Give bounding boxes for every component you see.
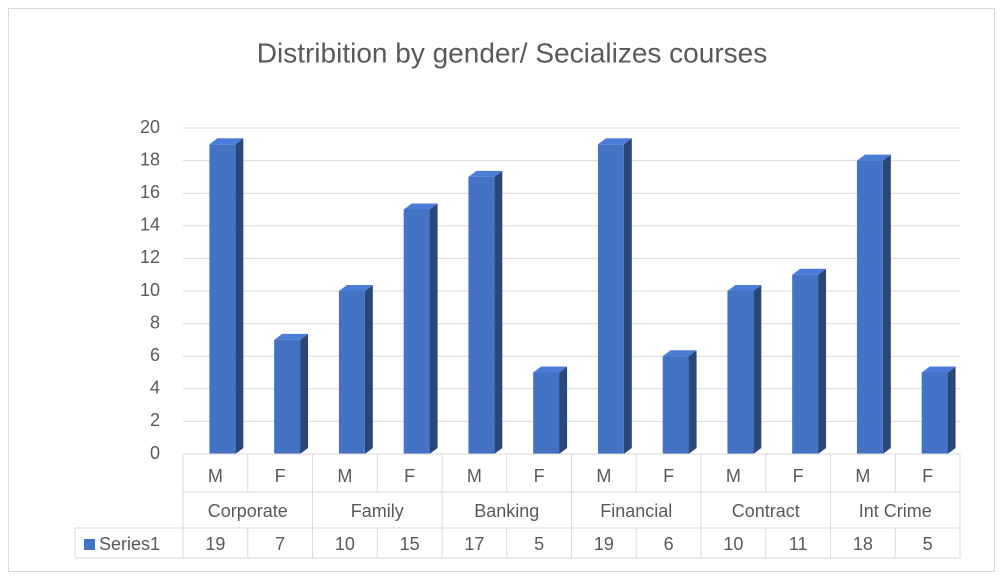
group-label: Family [351, 501, 404, 521]
bar [274, 339, 301, 454]
bar [662, 356, 689, 454]
table-value: 10 [723, 534, 743, 554]
x-tick-label: F [793, 466, 804, 486]
table-value: 6 [664, 534, 674, 554]
bar-side [688, 350, 697, 454]
bar [727, 291, 754, 454]
bar-top [338, 285, 373, 291]
group-label: Int Crime [859, 501, 932, 521]
bar [468, 176, 495, 454]
bar-top [209, 138, 244, 145]
x-tick-label: F [404, 466, 415, 486]
table-value: 18 [853, 534, 873, 554]
y-tick-label: 14 [140, 215, 160, 235]
y-tick-label: 8 [150, 312, 160, 332]
bar-top [662, 350, 697, 357]
bar-side [494, 170, 503, 454]
bar-top [597, 138, 632, 145]
x-tick-label: F [922, 466, 933, 486]
table-value: 19 [594, 534, 614, 554]
y-tick-label: 4 [150, 378, 160, 398]
legend-swatch [84, 539, 95, 550]
table-value: 11 [789, 534, 808, 554]
bar [597, 144, 624, 455]
bar [533, 372, 560, 454]
y-tick-label: 20 [140, 117, 160, 137]
x-tick-label: F [275, 466, 286, 486]
bar-side [429, 203, 438, 454]
group-label: Banking [474, 501, 539, 521]
bar-side [300, 333, 309, 454]
group-label: Contract [732, 501, 800, 521]
x-tick-label: M [208, 466, 223, 486]
y-tick-label: 12 [140, 247, 160, 267]
legend-label: Series1 [99, 534, 160, 554]
group-label: Financial [600, 501, 672, 521]
bar [209, 144, 236, 455]
bar-side [753, 285, 762, 454]
y-tick-label: 16 [140, 182, 160, 202]
y-tick-label: 2 [150, 410, 160, 430]
table-value: 10 [335, 534, 355, 554]
y-tick-label: 18 [140, 149, 160, 169]
x-tick-label: M [596, 466, 611, 486]
table-value: 17 [464, 534, 484, 554]
bar [338, 291, 365, 454]
bar-side [818, 268, 827, 454]
table-value: 5 [534, 534, 544, 554]
bar-side [947, 366, 956, 454]
table-value: 7 [275, 534, 285, 554]
group-label: Corporate [208, 501, 288, 521]
bar-top [468, 170, 503, 177]
bar-side [235, 138, 244, 455]
bar-top [792, 268, 827, 275]
x-tick-label: M [467, 466, 482, 486]
bar [921, 372, 948, 454]
x-tick-label: M [337, 466, 352, 486]
x-tick-label: M [855, 466, 870, 486]
bar-top [727, 285, 762, 291]
bar [856, 160, 883, 454]
y-tick-label: 0 [150, 443, 160, 463]
y-tick-label: 6 [150, 345, 160, 365]
chart-title: Distribition by gender/ Secializes cours… [257, 37, 767, 68]
bar-top [403, 203, 438, 210]
bar-side [623, 138, 632, 455]
bar-top [921, 366, 956, 373]
x-tick-label: M [726, 466, 741, 486]
y-tick-label: 10 [140, 280, 160, 300]
bar-side [559, 366, 568, 454]
x-tick-label: F [663, 466, 674, 486]
x-tick-label: F [534, 466, 545, 486]
table-value: 15 [400, 534, 420, 554]
table-value: 19 [205, 534, 225, 554]
bar-top [274, 333, 309, 340]
bar-top [856, 154, 891, 161]
bar [792, 274, 819, 454]
bar-top [533, 366, 568, 373]
bar-side [882, 154, 891, 454]
bar-side [364, 285, 373, 454]
table-value: 5 [923, 534, 933, 554]
bar [403, 209, 430, 454]
